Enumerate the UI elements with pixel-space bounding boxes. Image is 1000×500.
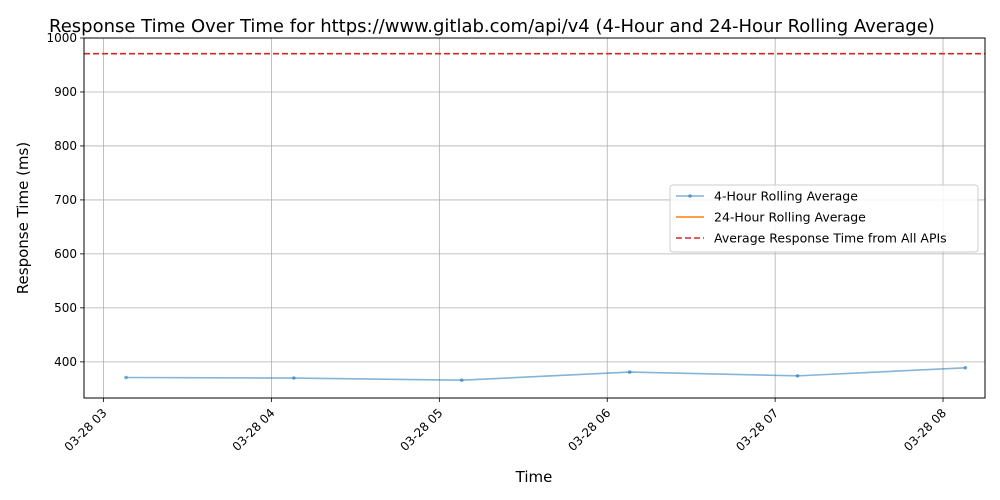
x-axis-label: Time — [515, 468, 553, 486]
series-layer — [84, 52, 985, 382]
y-tick-label: 600 — [54, 247, 77, 261]
data-point — [627, 370, 632, 374]
x-tick-label: 03-28 05 — [397, 406, 445, 454]
y-tick-label: 500 — [54, 301, 77, 315]
x-tick-label: 03-28 06 — [565, 406, 613, 454]
x-tick-label: 03-28 03 — [62, 406, 110, 454]
data-point — [795, 374, 800, 378]
data-point — [459, 378, 464, 382]
plot-frame — [83, 37, 986, 399]
legend-label: Average Response Time from All APIs — [714, 231, 947, 246]
data-point — [124, 375, 128, 380]
y-tick-label: 800 — [54, 139, 77, 153]
x-tick-label: 03-28 08 — [901, 406, 949, 454]
legend-label: 24-Hour Rolling Average — [714, 210, 866, 225]
y-tick-label: 700 — [54, 193, 77, 207]
chart-title: Response Time Over Time for https://www.… — [49, 16, 935, 37]
legend-label: 4-Hour Rolling Average — [714, 189, 858, 204]
y-axis-label: Response Time (ms) — [14, 142, 32, 294]
legend-box — [669, 184, 979, 253]
rolling-average-4h-line — [125, 366, 966, 381]
legend-marker — [688, 194, 692, 198]
data-point — [292, 376, 296, 380]
x-tick-label: 03-28 04 — [230, 406, 278, 454]
y-tick-label: 900 — [54, 85, 77, 99]
y-tick-label: 1000 — [46, 31, 77, 45]
data-point — [963, 365, 968, 370]
y-tick-label: 400 — [54, 355, 77, 369]
legend: 4-Hour Rolling Average 24-Hour Rolling Av… — [669, 184, 979, 253]
x-tick-label: 03-28 07 — [733, 406, 781, 454]
